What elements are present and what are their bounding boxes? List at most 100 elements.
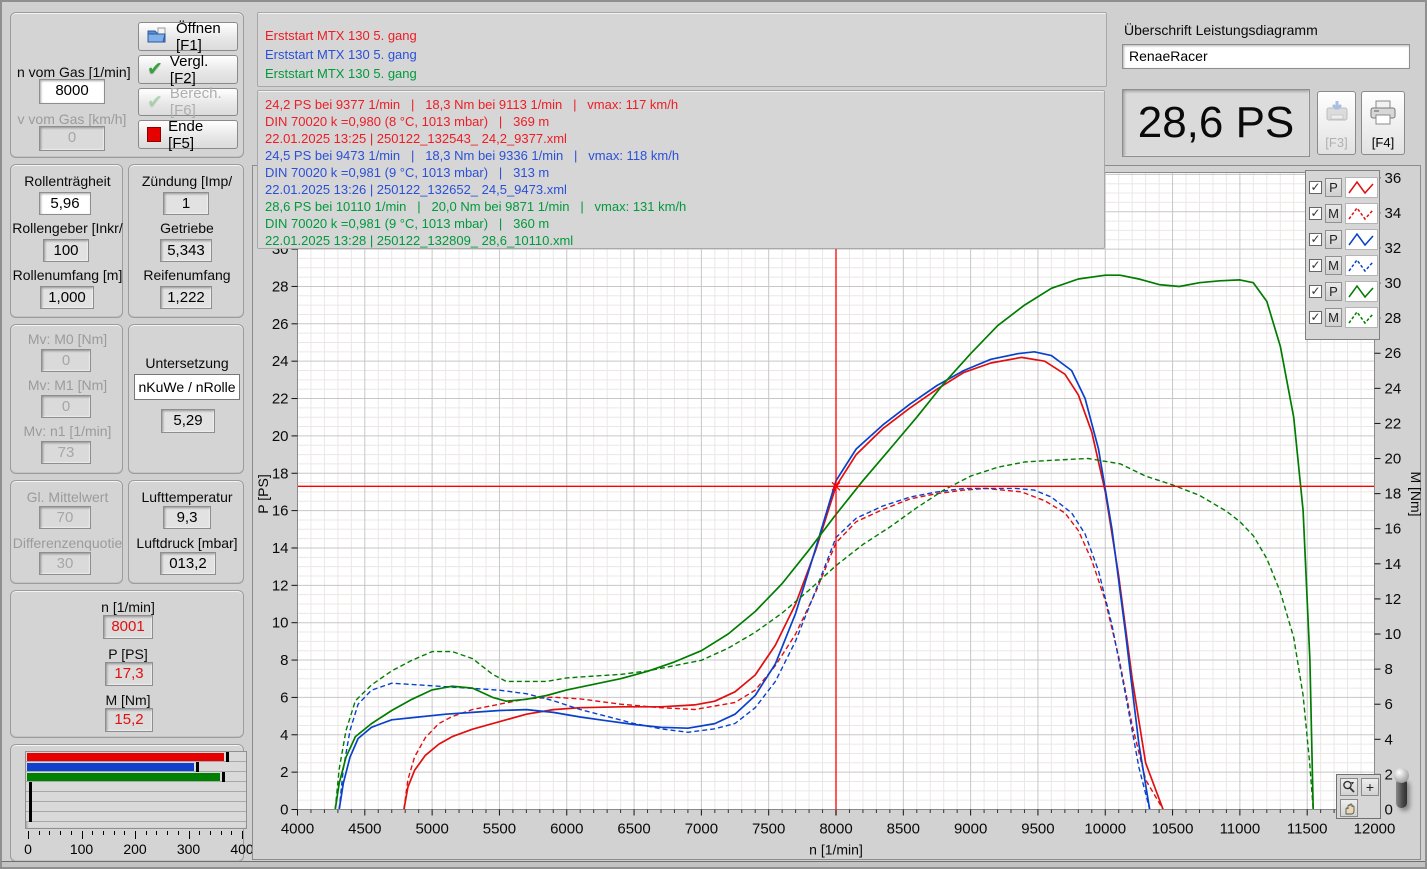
end-button-label: Ende [F5]	[168, 117, 204, 152]
run-info-line: 28,6 PS bei 10110 1/min | 20,0 Nm bei 98…	[265, 199, 687, 214]
meter-tick	[49, 831, 51, 835]
end-button[interactable]: Ende [F5]	[138, 117, 238, 152]
diagram-title-label: Überschrift Leistungsdiagramm	[1124, 22, 1318, 38]
compare-button-label: Vergl. [F2]	[169, 52, 209, 87]
meter-bar-fill	[27, 753, 225, 761]
altitude-meter-panel: 0 100 200 300 400	[10, 744, 254, 862]
curve-label-button[interactable]: P	[1325, 281, 1342, 301]
difference-quotient-label: Differenzenquotie	[12, 535, 123, 551]
meter-tick	[38, 831, 40, 835]
curve-line-sample	[1345, 280, 1378, 302]
meter-track	[25, 751, 247, 829]
readout-n-value: 8001	[103, 615, 153, 639]
calculate-button-label: Berech. [F6]	[169, 85, 222, 119]
ignition-input[interactable]: 1	[163, 192, 209, 215]
meter-bar-row	[26, 802, 246, 812]
curve-label-button[interactable]: M	[1325, 255, 1342, 275]
n-gas-input[interactable]: 8000	[39, 79, 105, 104]
run-info-line: DIN 70020 k =0,980 (8 °C, 1013 mbar) | 3…	[265, 114, 550, 129]
curve-checkbox[interactable]: ✓	[1309, 179, 1322, 194]
meter-bar-marker	[221, 772, 225, 782]
curve-checkbox[interactable]: ✓	[1309, 283, 1322, 298]
open-button[interactable]: Öffnen [F1]	[138, 19, 238, 54]
peak-power-display: 28,6 PS	[1122, 89, 1310, 157]
meter-tick	[28, 831, 29, 839]
pan-hand-tool-icon[interactable]	[1340, 799, 1358, 817]
curve-label-button[interactable]: P	[1325, 229, 1342, 249]
run-info-line: 22.01.2025 13:26 | 250122_132652_ 24,5_9…	[265, 182, 567, 197]
gear-input[interactable]: 5,343	[160, 239, 212, 262]
reduction-panel: Untersetzung nKuWe / nRolle 5,29	[128, 324, 244, 474]
meter-tick	[242, 831, 243, 839]
curve-line-sample	[1345, 228, 1378, 250]
print-button[interactable]: [F4]	[1361, 91, 1405, 155]
meter-bar-marker	[29, 812, 32, 822]
roller-circumference-input[interactable]: 1,000	[40, 286, 94, 309]
graph-tool-palette: +	[1336, 774, 1381, 819]
air-pressure-input[interactable]: 013,2	[160, 552, 216, 575]
roller-inertia-label: Rollenträgheit	[24, 173, 111, 189]
compare-button[interactable]: ✔ Vergl. [F2]	[138, 52, 238, 87]
printer-icon	[1369, 100, 1397, 131]
reduction-mode-select[interactable]: nKuWe / nRolle	[134, 374, 240, 400]
meter-bar-row	[26, 772, 246, 782]
meter-bar-row	[26, 812, 246, 822]
meter-tick	[188, 831, 190, 839]
reduction-value: 5,29	[161, 409, 215, 433]
meter-tick-label: 0	[24, 841, 32, 857]
run-info-line: 24,5 PS bei 9473 1/min | 18,3 Nm bei 933…	[265, 148, 680, 163]
meter-tick-label: 200	[123, 841, 147, 857]
curve-label-button[interactable]: M	[1325, 307, 1342, 327]
meter-bar-row	[26, 782, 246, 792]
meter-tick-scale	[25, 831, 247, 841]
curve-label-button[interactable]: P	[1325, 177, 1342, 197]
moving-average-label: Gl. Mittelwert	[26, 489, 109, 505]
curve-legend-row: ✓ P	[1306, 174, 1379, 200]
tire-circumference-input[interactable]: 1,222	[160, 286, 212, 309]
roller-inertia-input[interactable]: 5,96	[39, 192, 91, 215]
diagram-title-input[interactable]: RenaeRacer	[1122, 44, 1410, 69]
slider-shaft	[1396, 778, 1407, 808]
curve-checkbox[interactable]: ✓	[1309, 205, 1322, 220]
gas-control-panel: n vom Gas [1/min] 8000 v vom Gas [km/h] …	[10, 12, 244, 158]
run-name: Erststart MTX 130 5. gang	[265, 66, 417, 81]
meter-tick	[81, 831, 83, 839]
readout-m-value: 15,2	[105, 708, 153, 732]
readout-n-label: n [1/min]	[101, 599, 155, 615]
readout-p-value: 17,3	[105, 662, 153, 686]
curve-line-sample	[1345, 176, 1378, 198]
air-temperature-input[interactable]: 9,3	[163, 506, 211, 529]
meter-tick-label: 300	[176, 841, 201, 857]
readout-p-label: P [PS]	[108, 646, 148, 662]
mv-m1-label: Mv: M1 [Nm]	[27, 377, 108, 393]
air-panel: Lufttemperatur 9,3 Luftdruck [mbar] 013,…	[128, 480, 244, 584]
ignition-label: Zündung [Imp/	[141, 173, 233, 189]
curve-legend-row: ✓ P	[1306, 278, 1379, 304]
curve-checkbox[interactable]: ✓	[1309, 257, 1322, 272]
roller-encoder-input[interactable]: 100	[43, 239, 89, 262]
crosshair-tool-icon[interactable]: +	[1361, 778, 1379, 796]
curve-line-sample	[1345, 202, 1378, 224]
v-gas-label: v vom Gas [km/h]	[17, 111, 127, 127]
meter-tick	[60, 831, 62, 835]
curve-label-button[interactable]: M	[1325, 203, 1342, 223]
meter-tick-label: 100	[69, 841, 94, 857]
open-button-label: Öffnen [F1]	[176, 19, 221, 54]
meter-tick-label: 400	[230, 841, 254, 857]
air-temperature-label: Lufttemperatur	[141, 489, 233, 505]
curve-checkbox[interactable]: ✓	[1309, 231, 1322, 246]
meter-tick	[156, 831, 158, 835]
zoom-tool-icon[interactable]	[1340, 778, 1358, 796]
tire-circumference-label: Reifenumfang	[143, 267, 231, 283]
mv-panel: Mv: M0 [Nm] 0 Mv: M1 [Nm] 0 Mv: n1 [1/mi…	[10, 324, 123, 474]
curve-legend-row: ✓ M	[1306, 304, 1379, 330]
curve-checkbox[interactable]: ✓	[1309, 309, 1322, 324]
meter-bar-marker	[29, 792, 32, 802]
chart-panel	[252, 165, 1421, 860]
smoothing-panel: Gl. Mittelwert 70 Differenzenquotie 30	[10, 480, 123, 584]
meter-tick	[135, 831, 136, 839]
curve-legend-row: ✓ M	[1306, 200, 1379, 226]
scale-slider-thumb[interactable]	[1392, 768, 1414, 812]
curve-legend-row: ✓ M	[1306, 252, 1379, 278]
